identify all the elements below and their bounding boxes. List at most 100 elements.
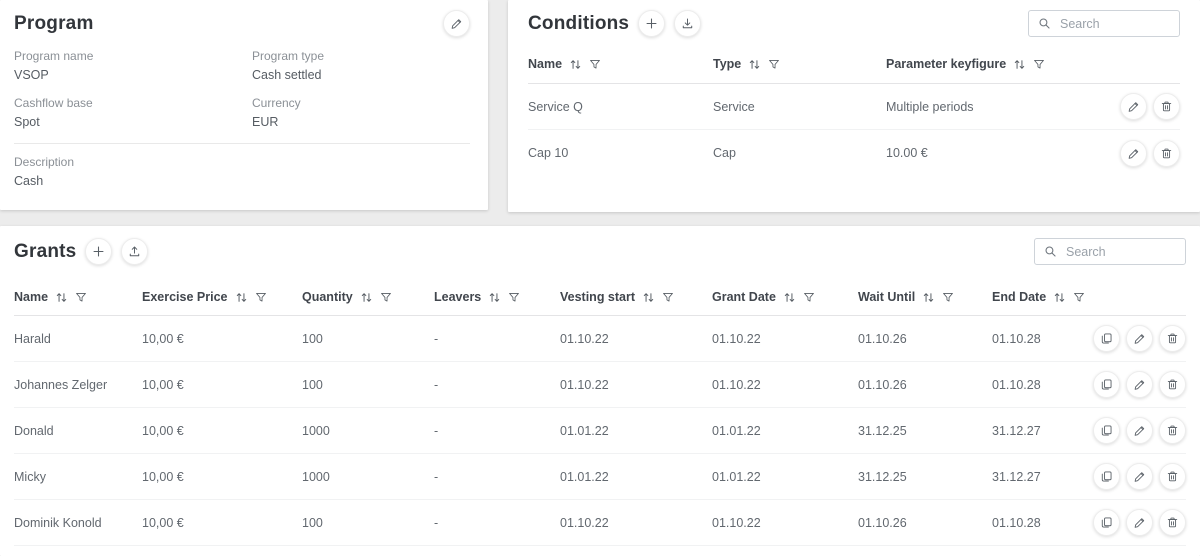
filter-icon[interactable] — [380, 291, 392, 303]
delete-grant-button[interactable] — [1159, 417, 1186, 444]
sort-icon[interactable] — [569, 58, 582, 71]
grant-end-date: 31.12.27 — [992, 423, 1041, 438]
trash-icon — [1160, 100, 1173, 113]
edit-condition-button[interactable] — [1120, 93, 1147, 120]
filter-icon[interactable] — [803, 291, 815, 303]
delete-condition-button[interactable] — [1153, 139, 1180, 167]
grant-end-date: 01.10.28 — [992, 377, 1041, 392]
grant-end-date: 01.10.28 — [992, 515, 1041, 530]
filter-icon[interactable] — [508, 291, 520, 303]
copy-grant-button[interactable] — [1093, 509, 1120, 536]
condition-type: Service — [713, 99, 755, 114]
grant-grant-date: 01.10.22 — [712, 377, 761, 392]
program-title: Program — [14, 13, 94, 34]
grant-leavers: - — [434, 469, 439, 484]
field-program-name: Program name VSOP — [14, 49, 252, 82]
filter-icon[interactable] — [589, 58, 601, 70]
edit-grant-button[interactable] — [1126, 509, 1153, 536]
program-panel: Program Program name VSOP Program type C… — [0, 0, 488, 210]
delete-condition-button[interactable] — [1153, 93, 1180, 120]
grants-column-exercise-price: Exercise Price — [142, 290, 302, 304]
add-grant-button[interactable] — [85, 238, 113, 265]
sort-icon[interactable] — [748, 58, 761, 71]
grant-grant-date: 01.10.22 — [712, 331, 761, 346]
sort-icon[interactable] — [1013, 58, 1026, 71]
conditions-search-input[interactable] — [1058, 15, 1170, 32]
copy-grant-button[interactable] — [1093, 417, 1120, 444]
column-label: Vesting start — [560, 290, 636, 304]
field-description: Description Cash — [14, 155, 470, 188]
search-icon — [1044, 245, 1057, 258]
grant-quantity: 100 — [302, 515, 323, 530]
filter-icon[interactable] — [662, 291, 674, 303]
pencil-icon — [1133, 516, 1146, 529]
edit-grant-button[interactable] — [1126, 371, 1153, 398]
field-currency: Currency EUR — [252, 96, 470, 129]
program-fields: Program name VSOP Program type Cash sett… — [14, 49, 470, 129]
grants-search-input[interactable] — [1064, 243, 1176, 260]
field-value: EUR — [252, 115, 279, 129]
sort-icon[interactable] — [783, 291, 796, 304]
add-condition-button[interactable] — [638, 10, 666, 37]
field-value: Cash settled — [252, 68, 322, 82]
sort-icon[interactable] — [55, 291, 68, 304]
copy-grant-button[interactable] — [1093, 463, 1120, 490]
grants-table-row: Dominik Konold 10,00 € 100 - 01.10.22 01… — [14, 500, 1186, 546]
grants-title: Grants — [14, 241, 77, 262]
sort-icon[interactable] — [642, 291, 655, 304]
delete-grant-button[interactable] — [1159, 463, 1186, 490]
filter-icon[interactable] — [1073, 291, 1085, 303]
condition-type: Cap — [713, 146, 736, 160]
sort-icon[interactable] — [360, 291, 373, 304]
filter-icon[interactable] — [942, 291, 954, 303]
conditions-table-row: Cap 10 Cap 10.00 € — [528, 130, 1180, 176]
delete-grant-button[interactable] — [1159, 509, 1186, 536]
delete-grant-button[interactable] — [1159, 371, 1186, 398]
edit-condition-button[interactable] — [1120, 139, 1147, 167]
copy-grant-button[interactable] — [1093, 325, 1120, 352]
pencil-icon — [1133, 424, 1146, 437]
grant-grant-date: 01.10.22 — [712, 515, 761, 530]
filter-icon[interactable] — [768, 58, 780, 70]
grant-leavers: - — [434, 423, 439, 438]
field-value: Spot — [14, 115, 40, 129]
conditions-table-header: Name Type Parameter keyfigure — [528, 57, 1180, 84]
grant-vesting-start: 01.10.22 — [560, 515, 609, 530]
delete-grant-button[interactable] — [1159, 325, 1186, 352]
grants-column-wait-until: Wait Until — [858, 290, 992, 304]
grant-row-actions — [1090, 509, 1186, 536]
sort-icon[interactable] — [1053, 291, 1066, 304]
program-edit-button[interactable] — [443, 10, 470, 37]
top-row: Program Program name VSOP Program type C… — [0, 0, 1200, 212]
sort-icon[interactable] — [488, 291, 501, 304]
conditions-title: Conditions — [528, 13, 630, 34]
filter-icon[interactable] — [75, 291, 87, 303]
download-icon — [681, 17, 694, 30]
edit-grant-button[interactable] — [1126, 463, 1153, 490]
grants-panel: Grants Name Exercise Price — [0, 226, 1200, 556]
grant-leavers: - — [434, 515, 439, 530]
column-label: Wait Until — [858, 290, 916, 304]
copy-icon — [1100, 378, 1113, 391]
copy-icon — [1100, 332, 1113, 345]
grants-column-leavers: Leavers — [434, 290, 560, 304]
grant-name: Dominik Konold — [14, 515, 102, 530]
grant-end-date: 31.12.27 — [992, 469, 1041, 484]
edit-grant-button[interactable] — [1126, 325, 1153, 352]
grants-table-row: Harald 10,00 € 100 - 01.10.22 01.10.22 0… — [14, 316, 1186, 362]
sort-icon[interactable] — [922, 291, 935, 304]
copy-grant-button[interactable] — [1093, 371, 1120, 398]
trash-icon — [1166, 424, 1179, 437]
edit-grant-button[interactable] — [1126, 417, 1153, 444]
trash-icon — [1166, 378, 1179, 391]
grants-column-grant-date: Grant Date — [712, 290, 858, 304]
grant-quantity: 1000 — [302, 469, 330, 484]
conditions-column-parameter-keyfigure: Parameter keyfigure — [886, 57, 1108, 71]
upload-grants-button[interactable] — [121, 238, 149, 265]
import-conditions-button[interactable] — [674, 10, 702, 37]
grant-row-actions — [1090, 371, 1186, 398]
filter-icon[interactable] — [255, 291, 267, 303]
sort-icon[interactable] — [235, 291, 248, 304]
filter-icon[interactable] — [1033, 58, 1045, 70]
grant-wait-until: 31.12.25 — [858, 423, 907, 438]
